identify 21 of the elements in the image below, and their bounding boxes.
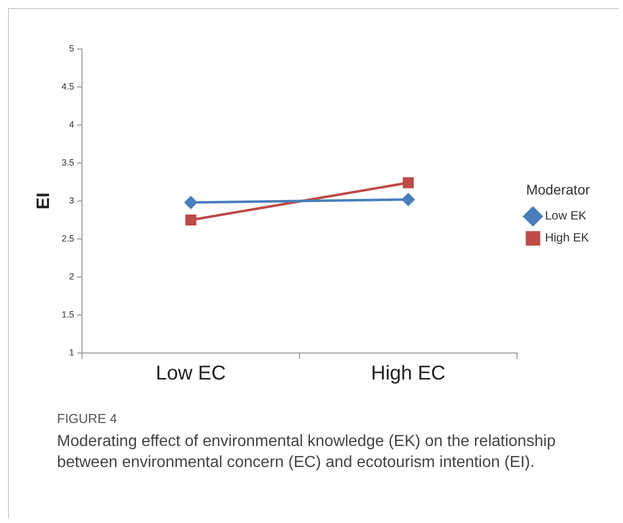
text: FIGURE 4: [57, 411, 117, 426]
y-tick-label: 1.5: [62, 309, 74, 320]
y-tick-label: 1: [69, 347, 74, 358]
point: [402, 193, 415, 206]
point: [184, 196, 198, 209]
legend-label: High EK: [544, 230, 590, 245]
y-tick-label: 5: [69, 43, 74, 54]
y-tick-label: 2.5: [62, 233, 74, 244]
x-tick-label: Low EC: [156, 362, 226, 385]
point: [185, 214, 196, 226]
legend-label: Low EK: [544, 208, 586, 223]
legend-title: Moderator: [526, 181, 590, 198]
y-tick-label: 2: [69, 271, 74, 282]
text: Moderating effect of environmental knowledge (EK) on the relationship between environmental concern (EC) and ecotourism intention (EI).: [57, 432, 557, 473]
y-tick-label: 3.5: [62, 157, 74, 168]
y-axis-title: EI: [32, 192, 53, 210]
y-tick-label: 3: [69, 195, 74, 206]
point: [402, 177, 414, 188]
y-tick-label: 4.5: [62, 81, 74, 92]
x-tick-label: High EC: [371, 362, 446, 385]
y-tick-label: 4: [69, 119, 74, 130]
